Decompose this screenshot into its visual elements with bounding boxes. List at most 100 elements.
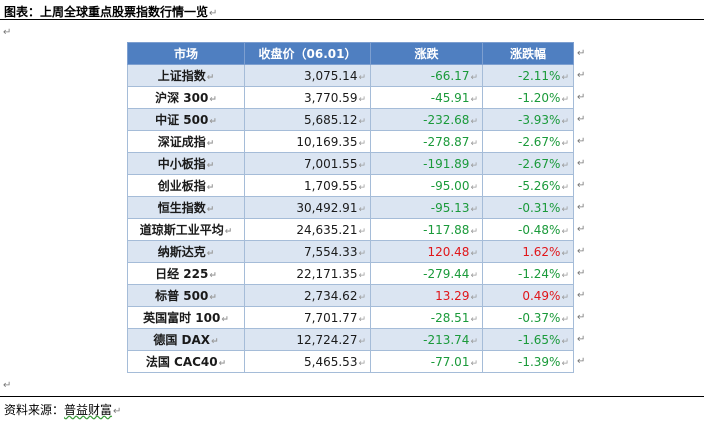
row-end-mark: ↵ xyxy=(577,334,586,345)
cell-end-mark: ↵ xyxy=(211,337,219,347)
close-price-cell: 7,701.77↵ xyxy=(244,306,371,329)
change-pct-cell: -0.48%↵ xyxy=(482,218,574,241)
cell-end-mark: ↵ xyxy=(358,116,366,127)
change-cell-text: -117.88 xyxy=(423,222,470,237)
market-name-cell: 沪深 300↵ xyxy=(127,86,245,109)
change-cell: -213.74↵ xyxy=(370,328,483,351)
change-pct-cell-text: 0.49% xyxy=(522,288,561,303)
cell-end-mark: ↵ xyxy=(470,336,478,347)
change-pct-cell-text: -1.24% xyxy=(518,266,561,281)
cell-end-mark: ↵ xyxy=(561,358,569,369)
row-end-mark: ↵ xyxy=(577,202,586,213)
change-cell-text: -278.87 xyxy=(423,134,470,149)
close-price-cell-text: 5,465.53 xyxy=(304,354,358,369)
close-price-cell-text: 7,554.33 xyxy=(304,244,358,259)
market-name-cell-text: 中证 500 xyxy=(155,113,209,127)
change-cell: -28.51↵ xyxy=(370,306,483,329)
change-cell: -278.87↵ xyxy=(370,130,483,153)
market-name-cell-text: 中小板指 xyxy=(157,157,206,171)
header-change-pct: 涨跌幅 xyxy=(482,42,574,65)
cell-end-mark: ↵ xyxy=(561,226,569,237)
market-name-cell-text: 恒生指数 xyxy=(157,201,206,215)
cell-end-mark: ↵ xyxy=(470,160,478,171)
row-end-mark: ↵ xyxy=(577,356,586,367)
market-name-cell-text: 创业板指 xyxy=(157,179,206,193)
cell-end-mark: ↵ xyxy=(470,94,478,105)
paragraph-mark: ↵ xyxy=(209,8,218,19)
change-pct-cell-text: -2.11% xyxy=(518,68,561,83)
cell-end-mark: ↵ xyxy=(561,292,569,303)
cell-end-mark: ↵ xyxy=(358,204,366,215)
close-price-cell: 7,554.33↵ xyxy=(244,240,371,263)
change-pct-cell-text: -0.48% xyxy=(518,222,561,237)
close-price-cell-text: 24,635.21 xyxy=(296,222,358,237)
index-quotes-table: 市场 收盘价（06.01） 涨跌 涨跌幅 上证指数↵ 3,075.14↵ -66.1… xyxy=(127,42,574,373)
cell-end-mark: ↵ xyxy=(470,292,478,303)
change-pct-cell-text: -1.65% xyxy=(518,332,561,347)
row-end-mark: ↵ xyxy=(577,312,586,323)
close-price-cell: 3,075.14↵ xyxy=(244,64,371,87)
row-end-mark: ↵ xyxy=(577,136,586,147)
cell-end-mark: ↵ xyxy=(206,139,215,149)
cell-end-mark: ↵ xyxy=(221,315,229,325)
table-row: 创业板指↵ 1,709.55↵ -95.00↵ -5.26%↵ xyxy=(127,174,574,197)
close-price-cell: 30,492.91↵ xyxy=(244,196,371,219)
change-cell: -191.89↵ xyxy=(370,152,483,175)
market-name-cell-text: 法国 CAC40 xyxy=(145,355,218,369)
change-cell-text: -191.89 xyxy=(423,156,470,171)
cell-end-mark: ↵ xyxy=(358,336,366,347)
change-cell-text: -66.17 xyxy=(430,68,470,83)
change-pct-cell: -0.31%↵ xyxy=(482,196,574,219)
cell-end-mark: ↵ xyxy=(358,358,366,369)
table-row: 英国富时 100↵ 7,701.77↵ -28.51↵ -0.37%↵ xyxy=(127,306,574,329)
market-name-cell-text: 德国 DAX xyxy=(153,333,211,347)
change-cell-text: -28.51 xyxy=(430,310,470,325)
cell-end-mark: ↵ xyxy=(470,270,478,281)
change-cell-text: -279.44 xyxy=(423,266,470,281)
cell-end-mark: ↵ xyxy=(358,72,366,83)
table-row: 德国 DAX↵ 12,724.27↵ -213.74↵ -1.65%↵ xyxy=(127,328,574,351)
row-end-mark: ↵ xyxy=(577,92,586,103)
market-name-cell: 中小板指↵ xyxy=(127,152,245,175)
table-row: 中小板指↵ 7,001.55↵ -191.89↵ -2.67%↵ xyxy=(127,152,574,175)
market-name-cell-text: 英国富时 100 xyxy=(143,311,221,325)
change-cell: -66.17↵ xyxy=(370,64,483,87)
market-name-cell-text: 纳斯达克 xyxy=(157,245,206,259)
close-price-cell-text: 7,701.77 xyxy=(304,310,358,325)
row-end-mark: ↵ xyxy=(577,290,586,301)
change-pct-cell: -5.26%↵ xyxy=(482,174,574,197)
row-end-mark: ↵ xyxy=(577,48,586,59)
change-pct-cell-text: -0.31% xyxy=(518,200,561,215)
change-pct-cell: -0.37%↵ xyxy=(482,306,574,329)
market-name-cell: 道琼斯工业平均↵ xyxy=(127,218,245,241)
cell-end-mark: ↵ xyxy=(358,314,366,325)
cell-end-mark: ↵ xyxy=(561,94,569,105)
close-price-cell: 10,169.35↵ xyxy=(244,130,371,153)
cell-end-mark: ↵ xyxy=(358,182,366,193)
change-cell-text: -232.68 xyxy=(423,112,470,127)
table-row: 上证指数↵ 3,075.14↵ -66.17↵ -2.11%↵ xyxy=(127,64,574,87)
market-name-cell-text: 日经 225 xyxy=(155,267,209,281)
cell-end-mark: ↵ xyxy=(561,204,569,215)
close-price-cell-text: 3,770.59 xyxy=(304,90,358,105)
empty-paragraph-mark: ↵ xyxy=(3,380,12,391)
cell-end-mark: ↵ xyxy=(206,249,215,259)
cell-end-mark: ↵ xyxy=(358,292,366,303)
document-title-text: 图表：上周全球重点股票指数行情一览 xyxy=(4,5,209,19)
change-pct-cell-text: 1.62% xyxy=(522,244,561,259)
cell-end-mark: ↵ xyxy=(470,204,478,215)
cell-end-mark: ↵ xyxy=(358,160,366,171)
change-pct-cell: -2.67%↵ xyxy=(482,130,574,153)
close-price-cell-text: 3,075.14 xyxy=(304,68,358,83)
row-end-mark: ↵ xyxy=(577,268,586,279)
change-cell: -45.91↵ xyxy=(370,86,483,109)
close-price-cell: 22,171.35↵ xyxy=(244,262,371,285)
cell-end-mark: ↵ xyxy=(561,314,569,325)
cell-end-mark: ↵ xyxy=(206,183,215,193)
change-cell: -232.68↵ xyxy=(370,108,483,131)
change-pct-cell: -1.20%↵ xyxy=(482,86,574,109)
market-name-cell: 法国 CAC40↵ xyxy=(127,350,245,373)
title-bar: 图表：上周全球重点股票指数行情一览↵ xyxy=(0,0,704,20)
cell-end-mark: ↵ xyxy=(224,227,233,237)
empty-paragraph-mark: ↵ xyxy=(3,27,12,38)
